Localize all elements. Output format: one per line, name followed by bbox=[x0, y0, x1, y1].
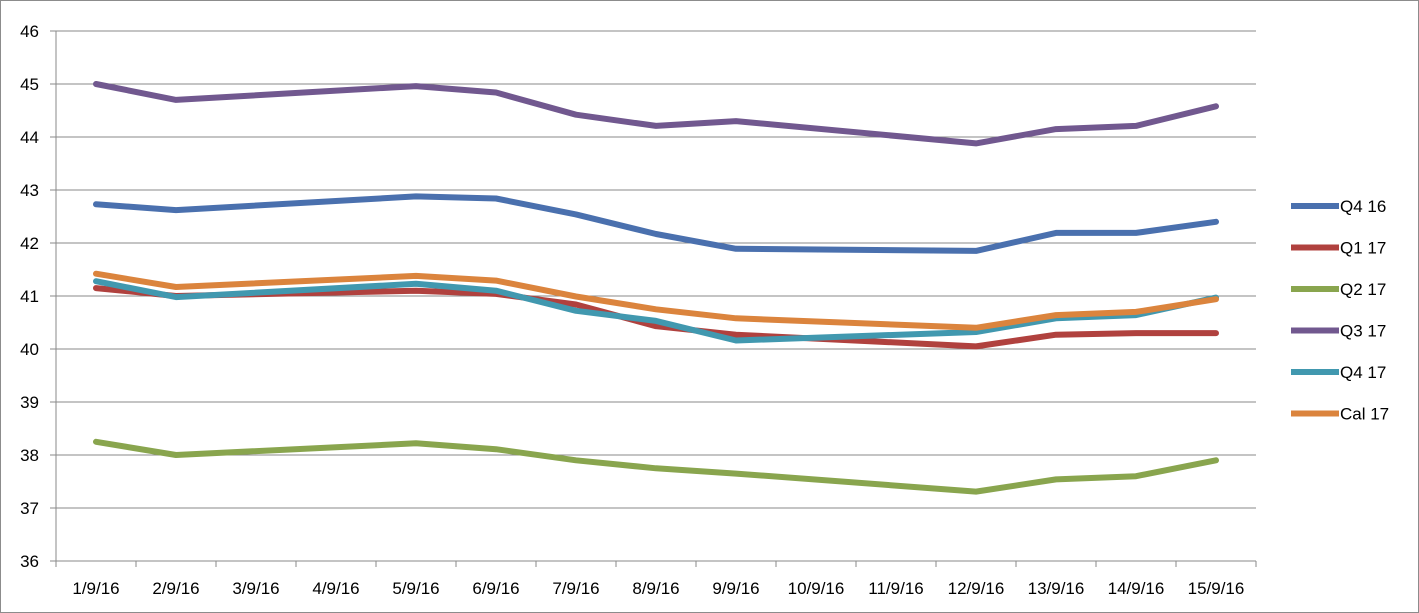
gridlines bbox=[56, 30, 1256, 509]
x-tick-label: 14/9/16 bbox=[1108, 579, 1165, 598]
x-tick-label: 6/9/16 bbox=[472, 579, 519, 598]
x-tick-label: 7/9/16 bbox=[552, 579, 599, 598]
legend-label: Q3 17 bbox=[1340, 322, 1386, 341]
x-tick-label: 11/9/16 bbox=[868, 579, 923, 598]
legend-label: Q2 17 bbox=[1340, 280, 1386, 299]
legend-item: Q1 17 bbox=[1291, 239, 1386, 258]
y-tick-label: 38 bbox=[20, 446, 39, 465]
x-tick-label: 3/9/16 bbox=[232, 579, 279, 598]
x-tick-label: 4/9/16 bbox=[312, 579, 359, 598]
legend-item: Cal 17 bbox=[1291, 405, 1389, 424]
axes bbox=[50, 30, 1257, 567]
series-lines bbox=[93, 81, 1219, 495]
x-tick-label: 15/9/16 bbox=[1188, 579, 1245, 598]
y-tick-label: 37 bbox=[20, 499, 39, 518]
series-line-q1-17 bbox=[93, 285, 1219, 350]
legend-item: Q2 17 bbox=[1291, 280, 1386, 299]
x-tick-labels: 1/9/16 2/9/16 3/9/16 4/9/16 5/9/16 6/9/16 7/9/… bbox=[72, 579, 1244, 598]
x-tick-label: 2/9/16 bbox=[152, 579, 199, 598]
y-tick-label: 36 bbox=[20, 552, 39, 571]
legend-item: Q4 17 bbox=[1291, 363, 1386, 382]
legend-label: Q1 17 bbox=[1340, 239, 1386, 258]
y-tick-label: 42 bbox=[20, 234, 39, 253]
y-tick-labels: 36 37 38 39 40 41 42 43 44 45 46 bbox=[20, 22, 39, 571]
legend-label: Q4 17 bbox=[1340, 363, 1386, 382]
y-tick-label: 39 bbox=[20, 393, 39, 412]
y-tick-label: 41 bbox=[20, 287, 39, 306]
legend-label: Cal 17 bbox=[1340, 405, 1389, 424]
x-tick-label: 9/9/16 bbox=[712, 579, 759, 598]
legend-item: Q4 16 bbox=[1291, 197, 1386, 216]
y-tick-label: 45 bbox=[20, 75, 39, 94]
legend: Q4 16 Q1 17 Q2 17 Q3 17 Q4 17 Cal 17 bbox=[1291, 197, 1389, 424]
y-tick-label: 43 bbox=[20, 181, 39, 200]
series-line-q3-17 bbox=[93, 81, 1219, 147]
x-tick-label: 12/9/16 bbox=[948, 579, 1005, 598]
y-tick-label: 46 bbox=[20, 22, 39, 41]
x-tick-label: 5/9/16 bbox=[392, 579, 439, 598]
y-tick-label: 44 bbox=[20, 128, 39, 147]
series-line-q4-17 bbox=[93, 278, 1219, 344]
y-tick-label: 40 bbox=[20, 340, 39, 359]
series-line-q4-16 bbox=[93, 193, 1219, 254]
legend-item: Q3 17 bbox=[1291, 322, 1386, 341]
series-line-cal-17 bbox=[93, 270, 1219, 331]
x-tick-label: 1/9/16 bbox=[72, 579, 119, 598]
x-tick-label: 10/9/16 bbox=[788, 579, 845, 598]
series-line-q2-17 bbox=[93, 438, 1219, 495]
legend-label: Q4 16 bbox=[1340, 197, 1386, 216]
x-tick-label: 13/9/16 bbox=[1028, 579, 1085, 598]
x-tick-label: 8/9/16 bbox=[632, 579, 679, 598]
